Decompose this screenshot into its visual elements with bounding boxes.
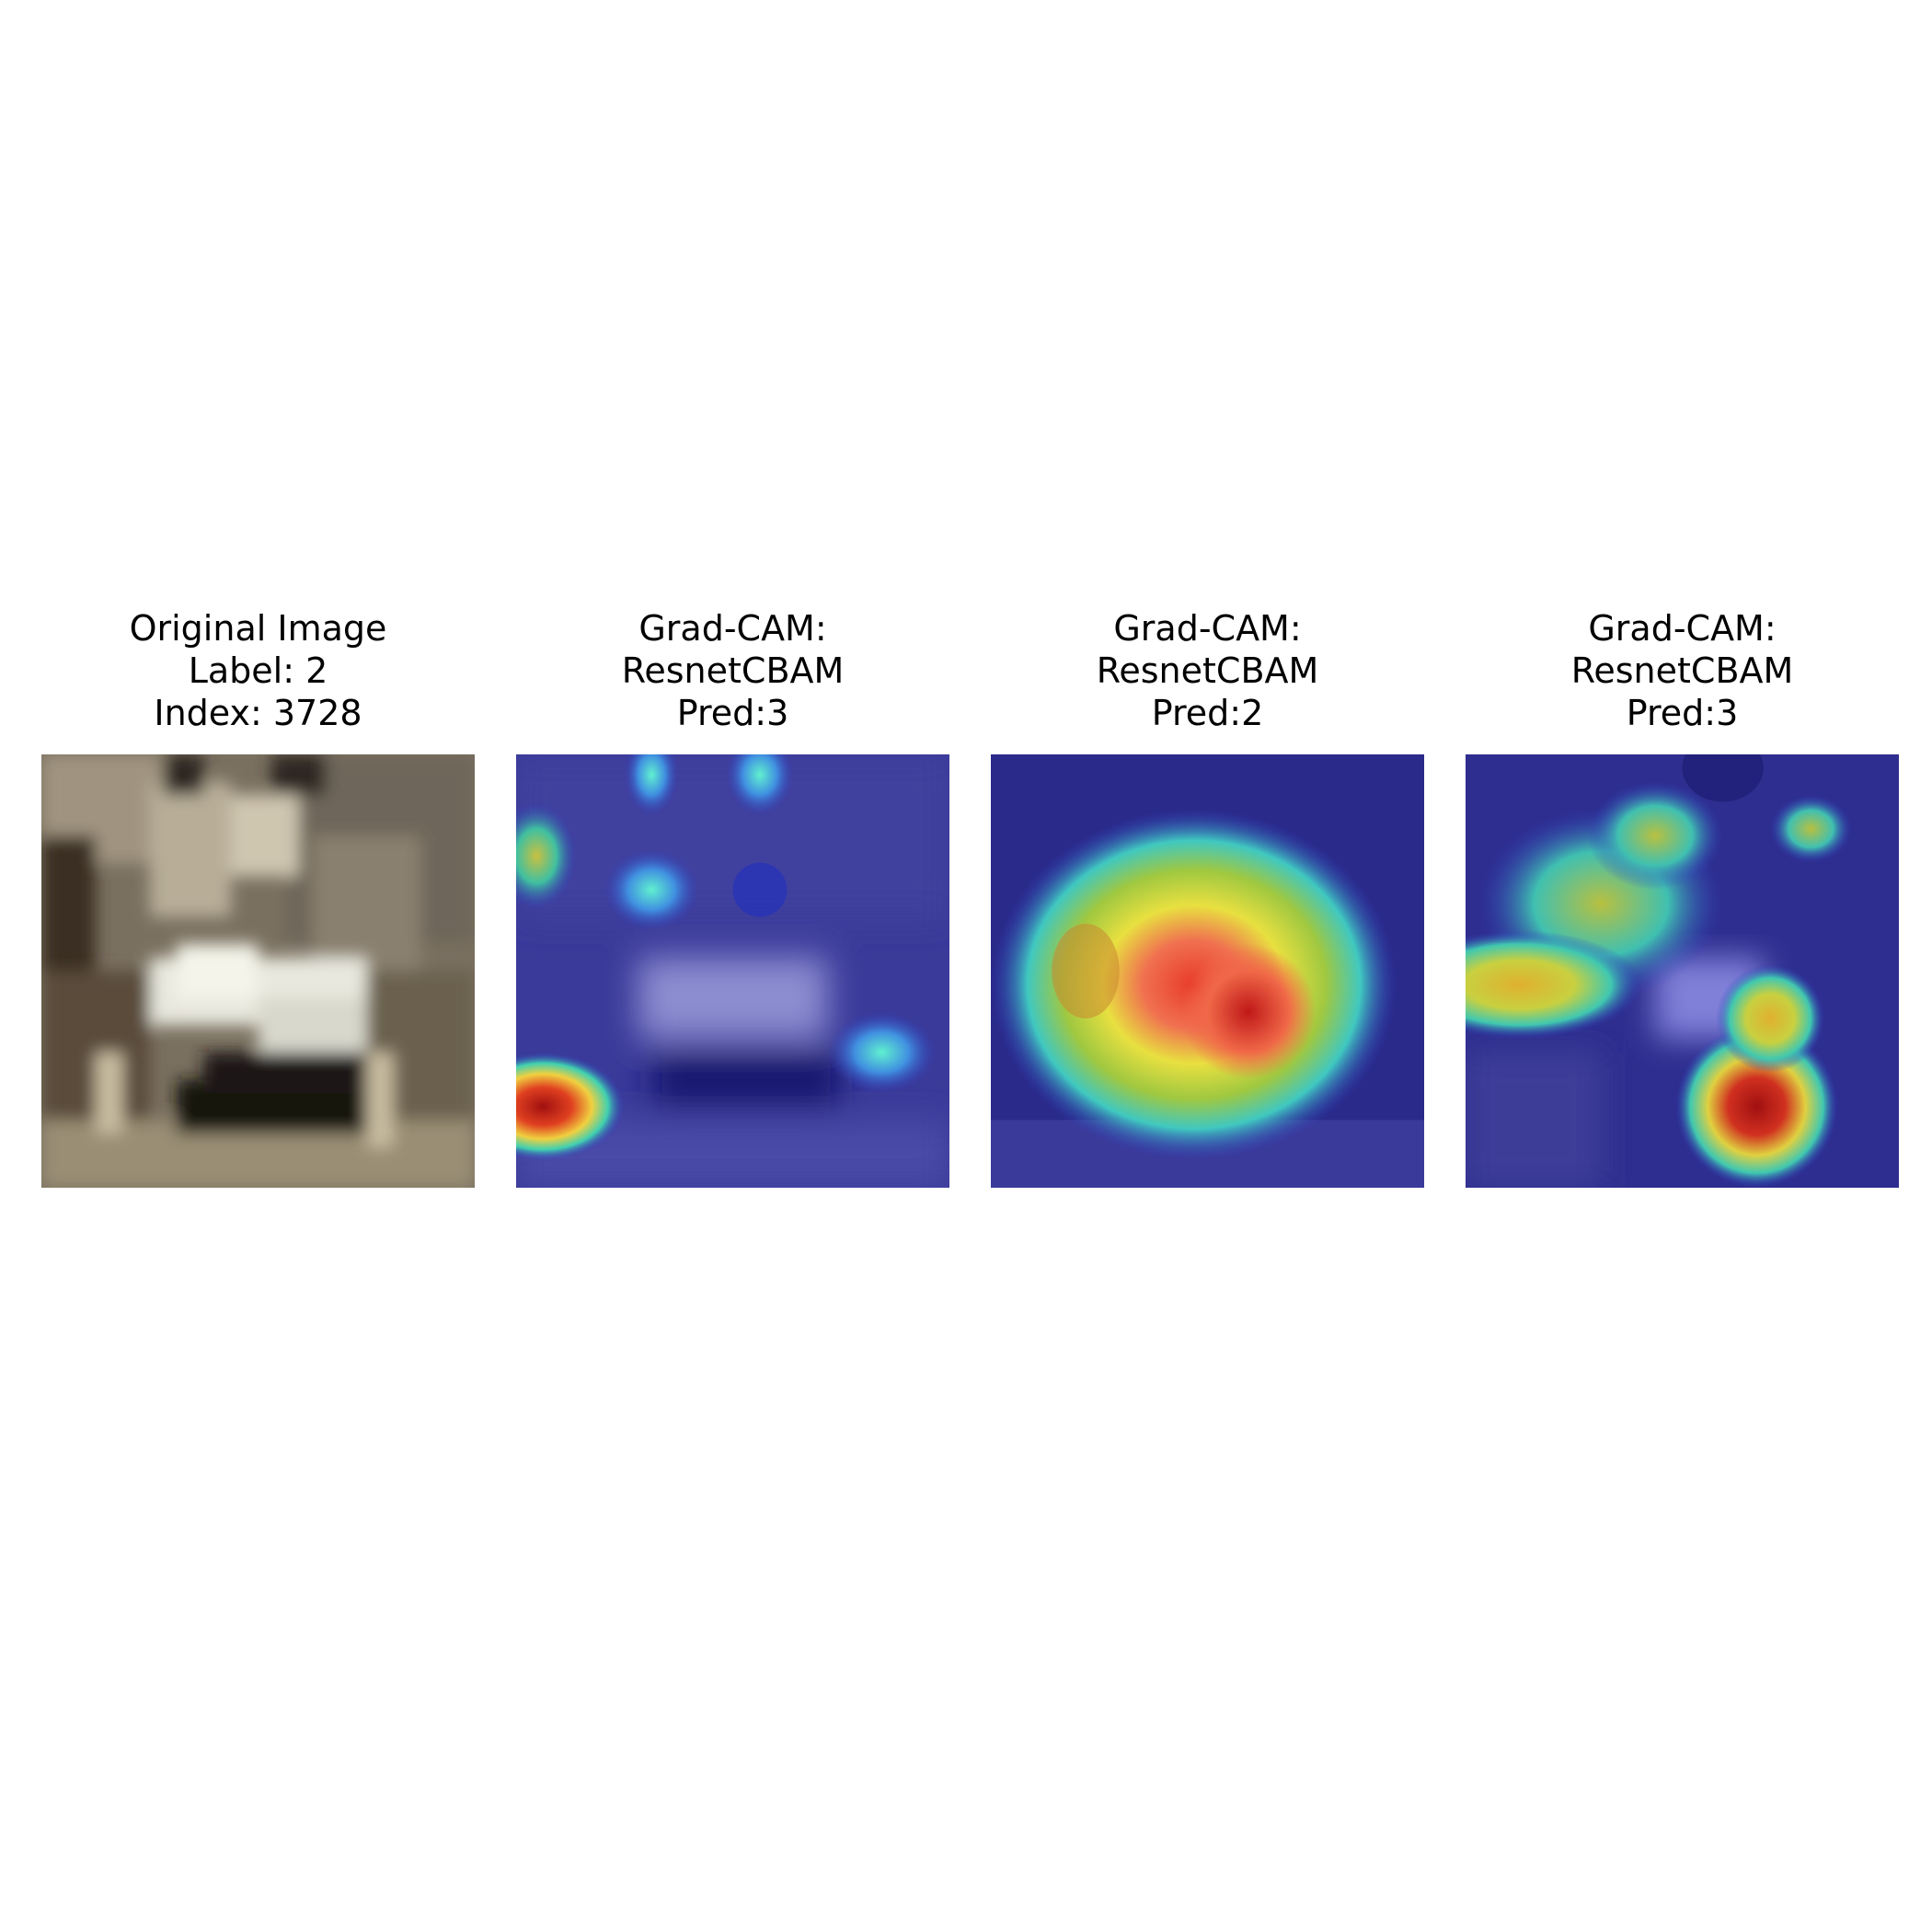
- title-line-1: Grad-CAM:: [638, 608, 827, 649]
- panel-gradcam-2: Grad-CAM: ResnetCBAM Pred:2: [991, 607, 1424, 1196]
- panel-title: Grad-CAM: ResnetCBAM Pred:2: [991, 607, 1424, 745]
- title-line-3: Index: 3728: [154, 693, 362, 733]
- panel-title: Grad-CAM: ResnetCBAM Pred:3: [1466, 607, 1899, 745]
- original-image: [41, 754, 475, 1188]
- panel-gradcam-3: Grad-CAM: ResnetCBAM Pred:3: [1466, 607, 1899, 1196]
- title-line-2: ResnetCBAM: [621, 650, 845, 691]
- title-line-3: Pred:2: [1151, 693, 1264, 733]
- panel-title: Original Image Label: 2 Index: 3728: [41, 607, 475, 745]
- panel-gradcam-1: Grad-CAM: ResnetCBAM Pred:3: [516, 607, 949, 1196]
- title-line-1: Grad-CAM:: [1588, 608, 1777, 649]
- title-line-3: Pred:3: [1626, 693, 1739, 733]
- gradcam-heatmap: [991, 754, 1424, 1188]
- gradcam-heatmap: [516, 754, 949, 1188]
- panel-title: Grad-CAM: ResnetCBAM Pred:3: [516, 607, 949, 745]
- title-line-3: Pred:3: [676, 693, 789, 733]
- title-line-2: ResnetCBAM: [1570, 650, 1794, 691]
- title-line-2: Label: 2: [188, 650, 328, 691]
- panel-original: Original Image Label: 2 Index: 3728: [41, 607, 475, 1196]
- gradcam-heatmap: [1466, 754, 1899, 1188]
- title-line-2: ResnetCBAM: [1096, 650, 1319, 691]
- title-line-1: Original Image: [129, 608, 387, 649]
- title-line-1: Grad-CAM:: [1113, 608, 1302, 649]
